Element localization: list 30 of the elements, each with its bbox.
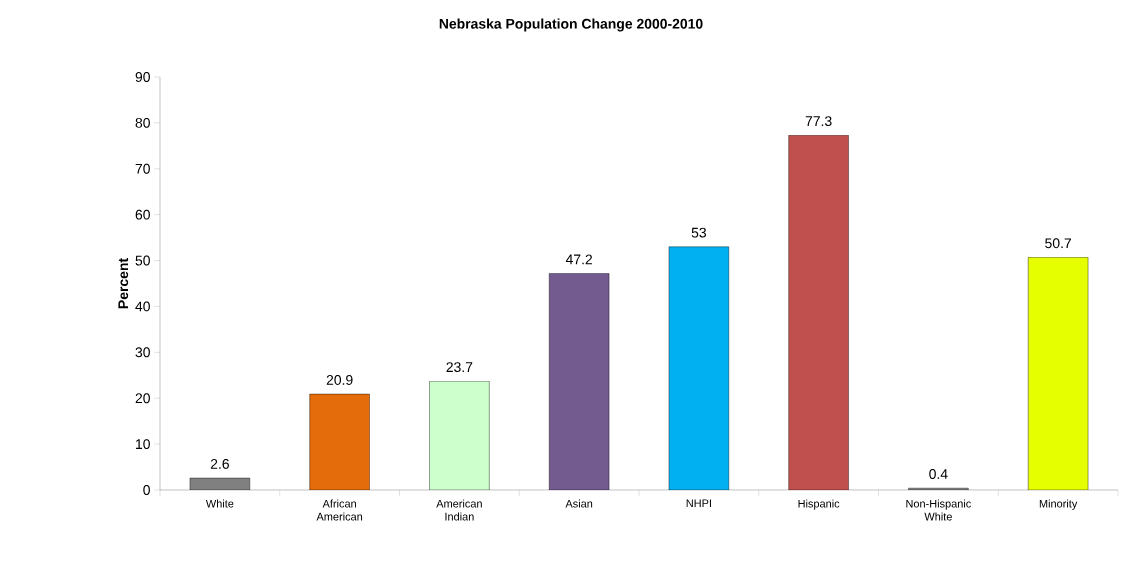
y-tick-label: 60 [135,209,150,220]
x-tick-label: African American [316,499,363,521]
data-label: 47.2 [565,254,593,265]
data-label: 20.9 [326,374,353,385]
data-label: 23.7 [446,362,473,373]
x-tick-label: Hispanic [798,499,840,510]
x-tick-label: Non-Hispanic White [906,499,971,521]
y-tick-label: 0 [143,485,150,495]
x-tick-label: NHPI [686,499,711,508]
y-tick-label: 30 [135,347,150,358]
data-label: 50.7 [1045,238,1072,249]
y-tick-label: 40 [135,301,150,312]
data-label: 53 [691,227,707,238]
x-tick-label: American Indian [436,499,482,521]
data-label: 0.4 [929,469,948,479]
bar [788,135,849,490]
y-tick-label: 10 [136,439,150,450]
y-tick-label: 90 [135,72,150,82]
y-tick-label: 50 [135,255,150,266]
data-label: 2.6 [210,458,229,469]
bar [429,381,490,490]
x-tick-label: Asian [565,499,593,508]
y-axis-title: Percent [118,258,129,309]
data-label: 77.3 [805,116,832,127]
chart-title: Nebraska Population Change 2000-2010 [439,18,703,32]
y-tick-label: 20 [135,393,150,404]
x-tick-label: White [205,499,234,508]
y-tick-label: 70 [135,163,150,174]
y-tick-label: 80 [135,117,150,128]
x-tick-label: Minority [1039,499,1078,510]
